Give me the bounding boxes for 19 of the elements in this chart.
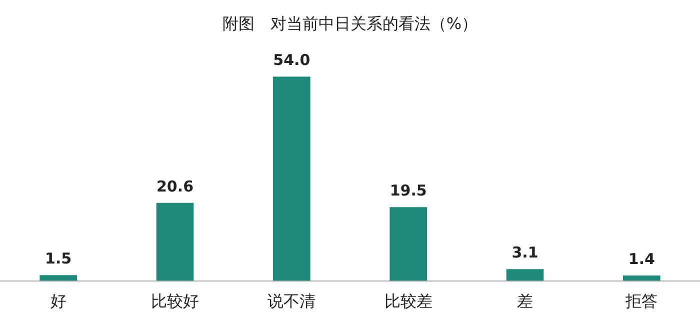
bar: [273, 76, 310, 281]
x-tick-label: 说不清: [268, 292, 316, 311]
x-tick-label: 好: [50, 292, 66, 311]
data-label: 19.5: [390, 181, 427, 200]
bar: [506, 269, 544, 281]
bar: [623, 276, 660, 281]
data-label: 54.0: [273, 51, 310, 70]
chart-title: 附图 对当前中日关系的看法（%）: [221, 14, 479, 35]
bar: [390, 207, 427, 281]
x-tick-label: 比较差: [384, 292, 432, 311]
x-tick-label: 比较好: [151, 292, 199, 311]
data-label: 1.4: [628, 250, 655, 268]
x-tick-label: 差: [517, 292, 533, 311]
x-tick-label: 拒答: [624, 292, 658, 311]
data-label: 3.1: [512, 243, 538, 262]
bar: [40, 275, 77, 281]
bar: [156, 202, 194, 281]
data-label: 20.6: [156, 177, 194, 196]
data-label: 1.5: [45, 250, 72, 268]
